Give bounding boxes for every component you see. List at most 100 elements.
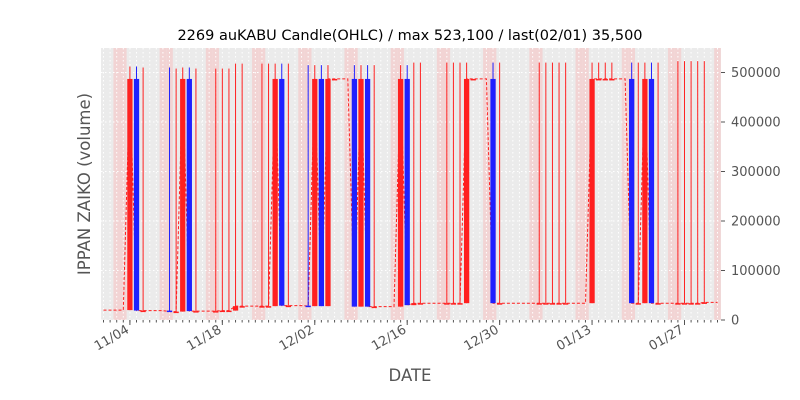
candle-down: [351, 65, 358, 307]
y-tick-label: 300000: [731, 165, 781, 180]
x-tick-label: 12/30: [462, 322, 502, 354]
y-axis-label: IPPAN ZAIKO (volume): [75, 93, 94, 275]
candle-up: [642, 62, 648, 304]
candle-body: [133, 78, 140, 311]
candle-body: [602, 78, 608, 81]
candle-body: [272, 78, 278, 307]
candle-up: [655, 62, 661, 305]
candle-up: [140, 67, 146, 313]
candle-body: [279, 78, 285, 306]
candle-down: [133, 66, 140, 311]
candle-body: [556, 303, 562, 305]
x-tick-label: 12/02: [277, 322, 317, 354]
candle-body: [563, 303, 569, 305]
candle-up: [219, 68, 225, 313]
y-tick-label: 500000: [731, 66, 781, 81]
candle-up: [596, 62, 602, 81]
x-axis: 11/04 11/18 12/02 12/16 12/30 01/13 01/27: [92, 320, 718, 354]
candle-up: [226, 68, 232, 313]
candle-down: [404, 65, 410, 306]
candle-body: [312, 78, 318, 307]
candles: [127, 61, 707, 314]
candle-up: [265, 63, 272, 308]
candle-down: [305, 65, 311, 308]
candle-body: [648, 78, 655, 304]
candle-down: [490, 62, 496, 304]
candle-body: [325, 78, 331, 307]
candle-body: [140, 310, 146, 313]
candle-body: [609, 78, 615, 81]
candle-up: [549, 62, 556, 305]
x-axis-label: DATE: [389, 366, 432, 385]
x-tick-label: 11/18: [184, 322, 224, 354]
candle-up: [259, 63, 265, 308]
candle-up: [127, 66, 133, 311]
candle-up: [312, 65, 318, 307]
y-tick-label: 0: [731, 314, 739, 329]
candle-body: [259, 306, 265, 308]
candle-up: [285, 63, 292, 308]
candle-body: [635, 303, 641, 305]
candle-body: [285, 305, 292, 308]
candle-body: [589, 78, 595, 304]
candle-up: [371, 65, 377, 309]
candle-up: [609, 62, 615, 81]
candle-up: [417, 62, 424, 305]
candle-body: [411, 303, 417, 306]
candle-up: [444, 62, 450, 305]
candle-body: [470, 78, 476, 81]
candle-up: [180, 67, 186, 312]
candle-body: [457, 303, 463, 305]
candle-up: [463, 62, 470, 304]
candle-body: [629, 78, 635, 304]
x-tick-label: 01/27: [647, 322, 687, 354]
candle-body: [193, 311, 199, 313]
candle-up: [602, 62, 608, 81]
x-tick-label: 12/16: [369, 322, 409, 354]
candle-body: [351, 78, 358, 307]
candle-down: [648, 62, 655, 304]
candle-body: [166, 310, 173, 313]
candle-body: [536, 303, 542, 305]
candle-body: [642, 78, 648, 304]
candle-body: [173, 311, 179, 314]
candle-up: [193, 68, 199, 313]
candle-down: [364, 65, 371, 307]
candle-body: [232, 306, 239, 311]
candle-up: [272, 63, 278, 307]
candle-body: [226, 310, 232, 313]
candle-up: [358, 65, 364, 307]
candle-up: [675, 61, 681, 305]
candle-body: [318, 78, 325, 307]
candle-up: [397, 65, 404, 307]
candle-up: [695, 61, 701, 305]
candle-body: [596, 78, 602, 81]
candle-down: [629, 62, 635, 304]
candle-up: [536, 62, 542, 305]
candle-body: [331, 78, 338, 81]
y-tick-label: 200000: [731, 215, 781, 230]
candle-up: [681, 61, 688, 305]
candle-body: [463, 78, 470, 304]
x-tick-label: 11/04: [92, 322, 132, 354]
candle-body: [444, 303, 450, 305]
candle-body: [450, 303, 457, 305]
candle-body: [701, 302, 707, 304]
candle-body: [305, 305, 311, 308]
candle-up: [470, 78, 476, 81]
candle-body: [688, 303, 694, 305]
candle-up: [635, 62, 641, 305]
chart-title: 2269 auKABU Candle(OHLC) / max 523,100 /…: [177, 28, 642, 44]
candle-up: [556, 62, 562, 305]
candle-down: [186, 67, 192, 312]
candle-up: [325, 65, 331, 307]
candle-body: [397, 78, 404, 307]
candle-up: [457, 62, 463, 305]
candle-body: [364, 78, 371, 307]
candle-up: [173, 68, 179, 314]
candle-body: [549, 303, 556, 305]
x-tick-label: 01/13: [554, 322, 594, 354]
y-axis: 0 100000 200000 300000 400000 500000: [721, 66, 781, 329]
candle-body: [371, 306, 377, 309]
